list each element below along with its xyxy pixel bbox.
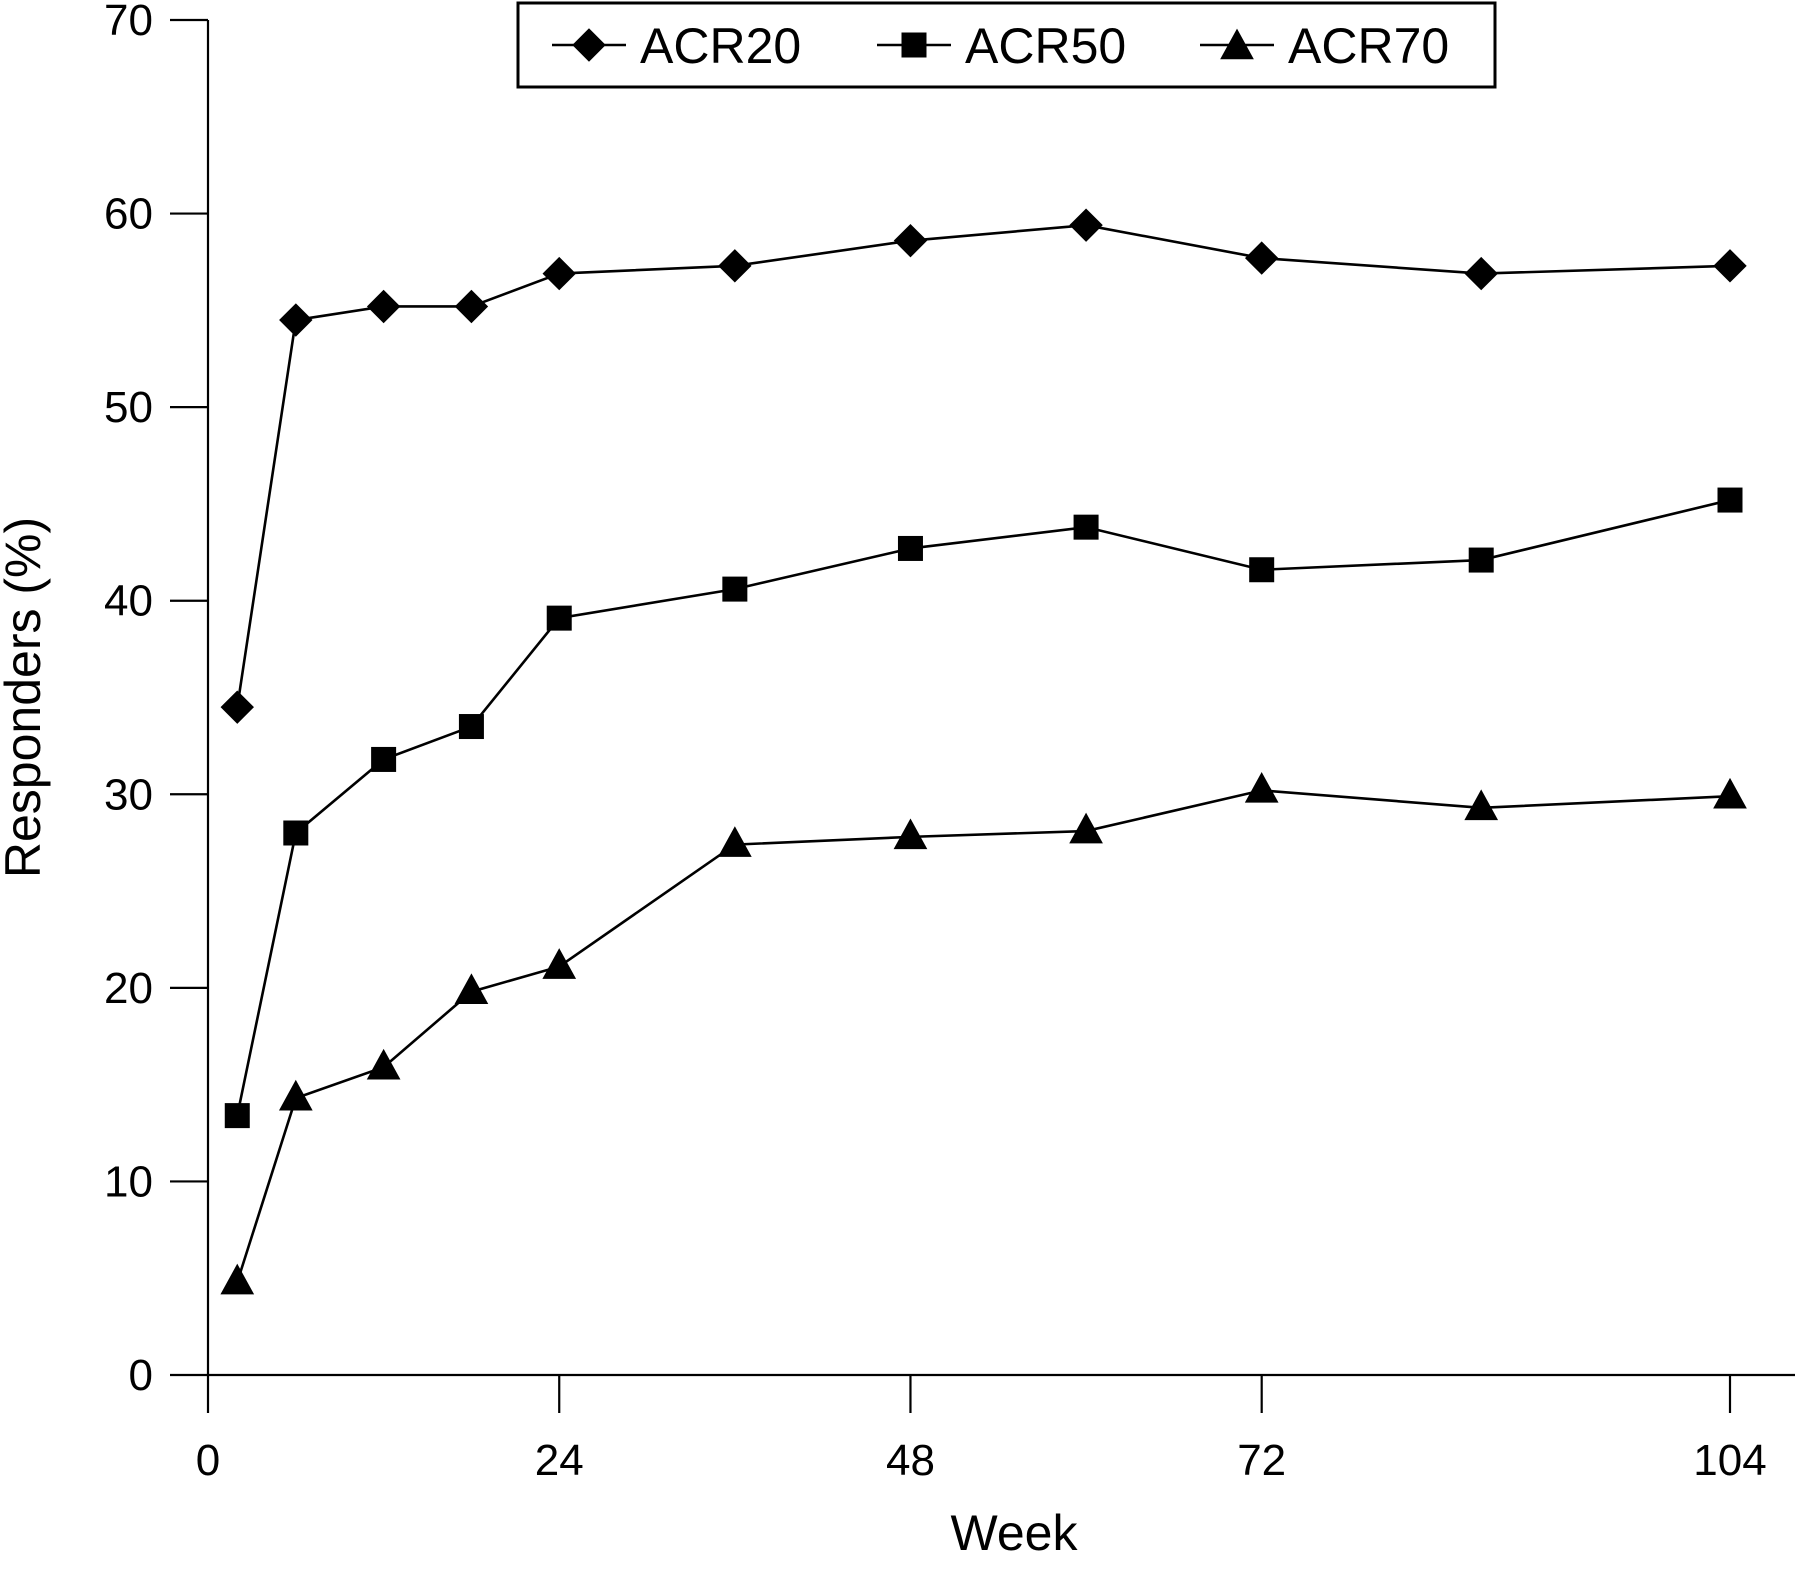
- y-axis-ticks: 0 10 20 30 40 50 60 70: [104, 0, 208, 1400]
- data-point-acr50: [1717, 487, 1743, 513]
- legend-box: [516, 1, 1497, 89]
- x-tick-label: 104: [1693, 1436, 1766, 1485]
- data-point-acr70: [278, 1079, 313, 1111]
- data-point-acr20: [893, 223, 928, 258]
- x-tick-label: 72: [1237, 1436, 1286, 1485]
- data-point-acr50: [1073, 514, 1099, 540]
- data-point-acr70: [1244, 772, 1279, 803]
- legend-marker-diamond: [572, 28, 606, 62]
- data-point-acr50: [897, 535, 923, 561]
- data-point-acr20: [1464, 256, 1498, 291]
- data-point-acr70: [454, 973, 489, 1004]
- data-point-acr20: [279, 303, 313, 337]
- series-line-acr20: [235, 223, 1731, 708]
- series-layer: [220, 208, 1747, 1295]
- legend-items: ACR20 ACR50 ACR70: [552, 18, 1449, 74]
- data-point-acr20: [454, 289, 489, 324]
- x-axis-title: Week: [951, 1505, 1079, 1561]
- data-point-acr70: [1069, 812, 1103, 844]
- y-tick-label: 60: [104, 190, 153, 239]
- data-point-acr70: [366, 1048, 401, 1080]
- data-point-acr20: [220, 690, 254, 724]
- legend-item-acr70: ACR70: [1200, 18, 1449, 74]
- y-tick-label: 20: [104, 964, 153, 1013]
- legend-item-acr50: ACR50: [877, 18, 1126, 74]
- y-tick-label: 30: [104, 770, 153, 819]
- x-tick-label: 48: [886, 1436, 935, 1485]
- data-point-acr20: [366, 289, 401, 324]
- legend-marker-triangle: [1220, 28, 1254, 60]
- legend: ACR20 ACR50 ACR70: [516, 1, 1497, 89]
- data-point-acr20: [1244, 241, 1279, 275]
- data-point-acr70: [1713, 777, 1747, 809]
- legend-item-acr20: ACR20: [552, 18, 801, 74]
- x-tick-label: 0: [196, 1436, 220, 1485]
- legend-marker-square: [901, 32, 927, 58]
- data-point-acr20: [1069, 208, 1103, 242]
- legend-label: ACR70: [1288, 18, 1449, 74]
- legend-label: ACR50: [965, 18, 1126, 74]
- data-point-acr50: [371, 746, 397, 772]
- data-point-acr70: [220, 1263, 255, 1295]
- series-acr20: [220, 208, 1747, 724]
- series-acr50: [224, 487, 1743, 1129]
- legend-label: ACR20: [640, 18, 801, 74]
- data-point-acr20: [542, 256, 576, 291]
- data-point-acr50: [1249, 557, 1275, 583]
- data-point-acr50: [224, 1103, 250, 1129]
- y-tick-label: 10: [104, 1157, 153, 1206]
- series-acr70: [220, 772, 1747, 1295]
- data-point-acr50: [1468, 547, 1494, 573]
- data-point-acr20: [718, 249, 752, 283]
- x-axis-ticks: 0 24 48 72 104: [196, 1375, 1767, 1485]
- data-point-acr70: [542, 948, 577, 979]
- y-tick-label: 70: [104, 0, 153, 45]
- data-point-acr50: [722, 576, 748, 602]
- data-point-acr70: [893, 818, 928, 850]
- data-point-acr70: [718, 826, 752, 857]
- series-line-acr70: [236, 789, 1731, 1283]
- y-tick-label: 0: [129, 1351, 153, 1400]
- data-point-acr20: [1713, 249, 1747, 283]
- y-axis-title: Responders (%): [0, 517, 51, 878]
- data-point-acr70: [1464, 789, 1499, 821]
- data-point-acr50: [283, 820, 309, 846]
- data-point-acr50: [458, 714, 484, 740]
- data-point-acr50: [546, 605, 572, 631]
- y-tick-label: 40: [104, 577, 153, 626]
- x-tick-label: 24: [535, 1436, 584, 1485]
- y-tick-label: 50: [104, 383, 153, 432]
